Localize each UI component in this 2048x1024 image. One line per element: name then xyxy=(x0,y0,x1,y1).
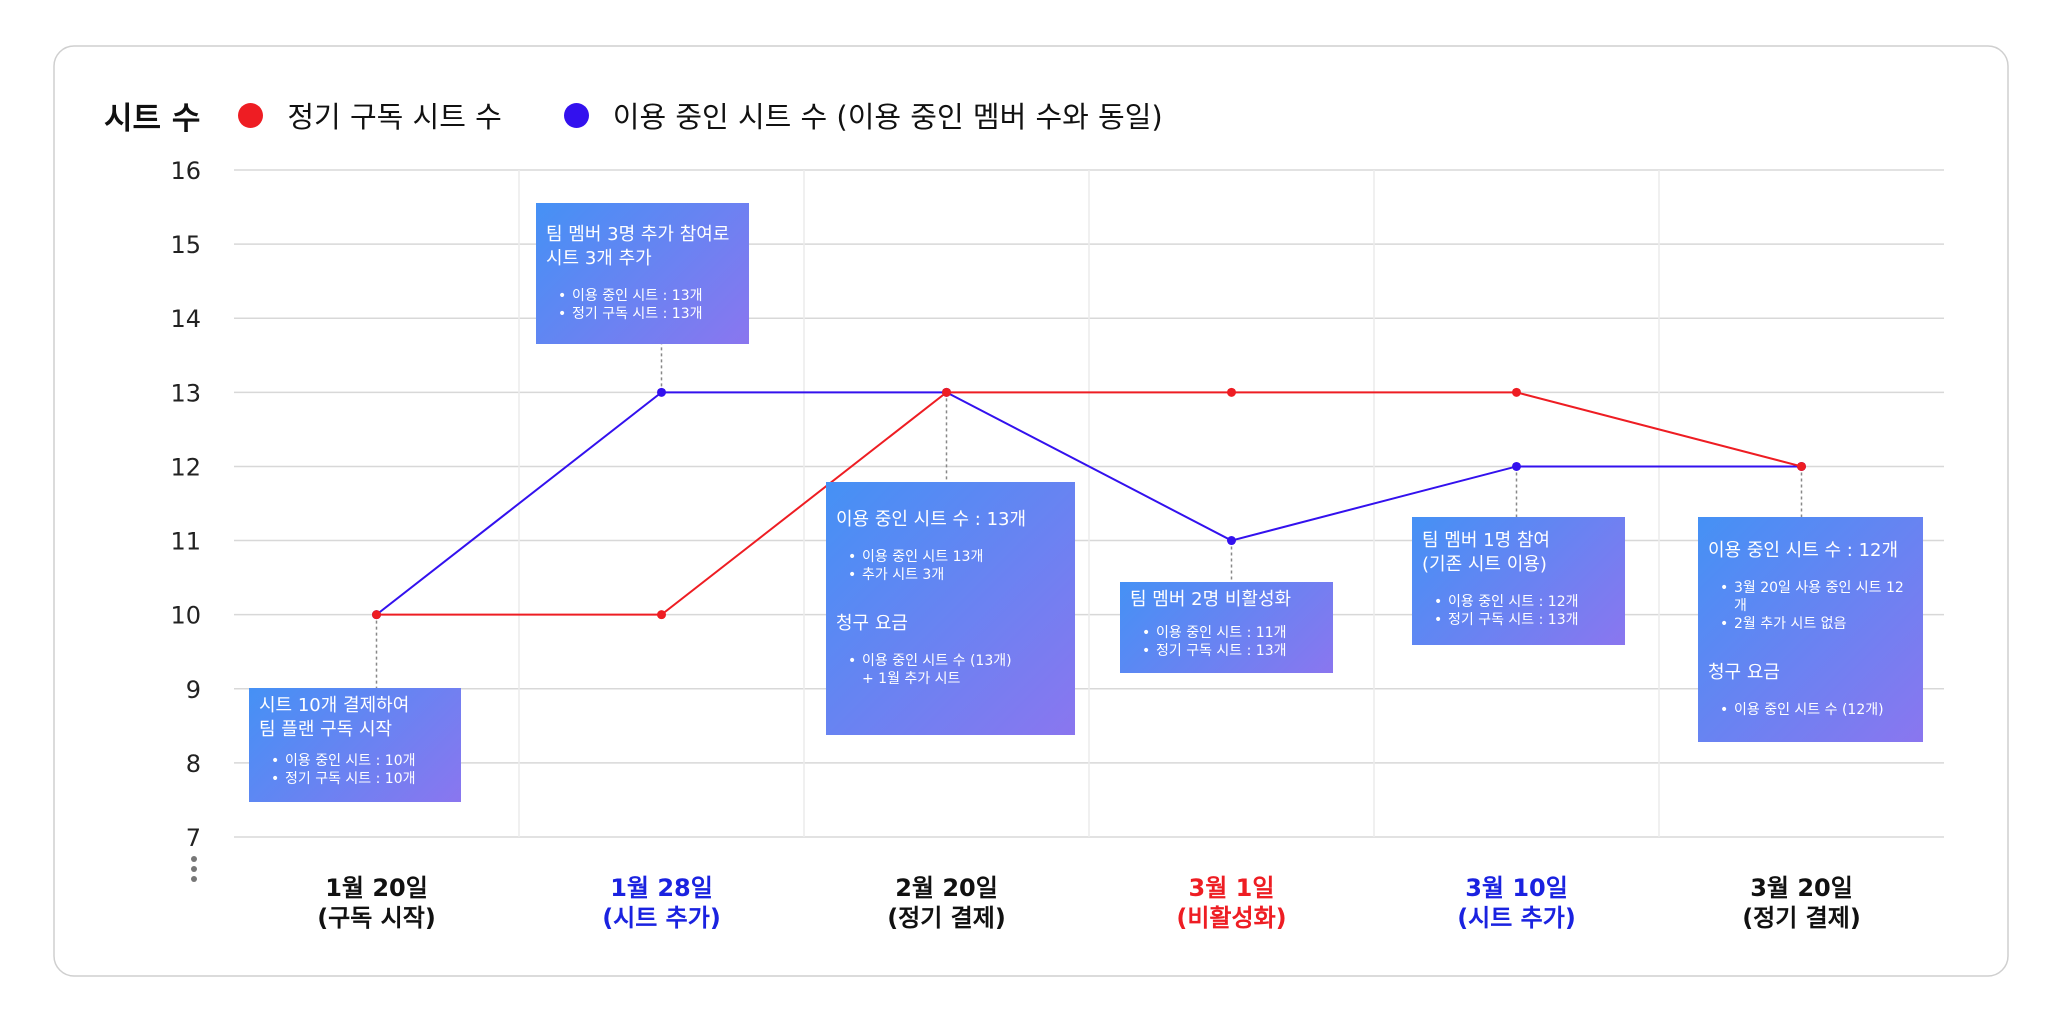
data-point xyxy=(942,387,951,397)
series-line xyxy=(376,391,1802,616)
data-point xyxy=(1227,387,1236,397)
legend-title: 시트 수 xyxy=(104,100,201,137)
legend-label-subscribed: 정기 구독 시트 수 xyxy=(287,100,502,134)
x-label-date: 1월 28일 xyxy=(610,874,713,902)
x-label-date: 3월 1일 xyxy=(1189,874,1275,902)
x-label-sub: (구독 시작) xyxy=(317,904,436,932)
data-point xyxy=(1512,461,1521,471)
legend-dot-red xyxy=(238,102,264,128)
x-label-date: 2월 20일 xyxy=(895,874,998,902)
x-label-sub: (시트 추가) xyxy=(1457,904,1576,932)
annotation-bullet: 정기 구독 시트 : 13개 xyxy=(1434,611,1615,629)
annotation-box-2: 팀 멤버 3명 추가 참여로 시트 3개 추가 이용 중인 시트 : 13개 정… xyxy=(536,203,749,344)
annotation-heading: 시트 10개 결제하여 팀 플랜 구독 시작 xyxy=(259,695,410,740)
legend-item-subscribed: 정기 구독 시트 수 xyxy=(238,94,502,136)
y-tick-layer: 7 8 9 10 11 12 13 14 15 16 xyxy=(170,157,201,852)
annotation-subheading: 청구 요금 xyxy=(1708,662,1780,683)
annotation-bullets: 이용 중인 시트 : 11개 정기 구독 시트 : 13개 xyxy=(1130,624,1323,660)
annotation-bullet: 2월 추가 시트 없음 xyxy=(1720,615,1913,633)
annotation-bullet: 이용 중인 시트 : 11개 xyxy=(1142,624,1323,642)
legend-item-active: 이용 중인 시트 수 (이용 중인 멤버 수와 동일) xyxy=(563,94,1163,136)
annotation-bullets: 3월 20일 사용 중인 시트 12개 2월 추가 시트 없음 xyxy=(1708,579,1913,633)
annotation-heading: 이용 중인 시트 수 : 12개 xyxy=(1708,540,1899,561)
y-tick-label: 15 xyxy=(170,231,201,259)
annotation-box-1: 시트 10개 결제하여 팀 플랜 구독 시작 이용 중인 시트 : 10개 정기… xyxy=(249,688,461,802)
data-point xyxy=(1797,461,1806,471)
annotation-heading: 팀 멤버 3명 추가 참여로 시트 3개 추가 xyxy=(546,224,730,269)
axis-break-dot xyxy=(191,866,197,872)
data-point xyxy=(657,610,666,620)
x-label-date: 3월 10일 xyxy=(1465,874,1568,902)
data-point xyxy=(1512,387,1521,397)
annotation-bullets: 이용 중인 시트 : 13개 정기 구독 시트 : 13개 xyxy=(546,287,739,323)
annotation-bullet: 이용 중인 시트 : 12개 xyxy=(1434,593,1615,611)
axis-break-dot xyxy=(191,876,197,882)
annotation-bullet: 추가 시트 3개 xyxy=(848,566,1065,584)
annotation-heading: 팀 멤버 2명 비활성화 xyxy=(1130,589,1292,610)
y-tick-label: 16 xyxy=(170,157,201,185)
annotation-box-6: 이용 중인 시트 수 : 12개 3월 20일 사용 중인 시트 12개 2월 … xyxy=(1698,517,1923,742)
annotation-heading: 팀 멤버 1명 참여 (기존 시트 이용) xyxy=(1422,530,1550,575)
x-label-sub: (정기 결제) xyxy=(887,904,1006,932)
annotation-bullet: 정기 구독 시트 : 13개 xyxy=(1142,642,1323,660)
legend-label-active: 이용 중인 시트 수 (이용 중인 멤버 수와 동일) xyxy=(612,100,1163,134)
x-label-layer: 1월 20일(구독 시작)1월 28일(시트 추가)2월 20일(정기 결제)3… xyxy=(317,874,1861,932)
y-tick-label: 12 xyxy=(170,453,201,481)
annotation-box-3: 이용 중인 시트 수 : 13개 이용 중인 시트 13개 추가 시트 3개 청… xyxy=(826,482,1075,735)
y-tick-label: 7 xyxy=(186,824,201,852)
annotation-box-4: 팀 멤버 2명 비활성화 이용 중인 시트 : 11개 정기 구독 시트 : 1… xyxy=(1120,582,1333,673)
y-tick-label: 8 xyxy=(186,750,201,778)
series-layer xyxy=(372,387,1806,620)
x-label-sub: (비활성화) xyxy=(1176,904,1286,932)
annotation-bullet: 이용 중인 시트 : 10개 xyxy=(271,752,451,770)
annotation-box-5: 팀 멤버 1명 참여 (기존 시트 이용) 이용 중인 시트 : 12개 정기 … xyxy=(1412,517,1625,645)
annotation-bullets: 이용 중인 시트 : 12개 정기 구독 시트 : 13개 xyxy=(1422,593,1615,629)
annotation-bullets-2: 이용 중인 시트 수 (12개) xyxy=(1708,701,1913,719)
axis-break-indicator xyxy=(191,856,197,882)
data-point xyxy=(372,610,381,620)
legend: 시트 수 정기 구독 시트 수 이용 중인 시트 수 (이용 중인 멤버 수와 … xyxy=(104,90,1225,140)
annotation-bullet: 정기 구독 시트 : 10개 xyxy=(271,770,451,788)
x-label-date: 1월 20일 xyxy=(325,874,428,902)
x-label-date: 3월 20일 xyxy=(1750,874,1853,902)
data-point xyxy=(657,387,666,397)
y-tick-label: 13 xyxy=(170,379,201,407)
annotation-subheading: 청구 요금 xyxy=(836,613,908,634)
annotation-bullets-2: 이용 중인 시트 수 (13개) + 1월 추가 시트 xyxy=(836,652,1065,688)
data-point xyxy=(1227,536,1236,546)
x-label-sub: (시트 추가) xyxy=(602,904,721,932)
x-label-sub: (정기 결제) xyxy=(1742,904,1861,932)
annotation-bullet: 이용 중인 시트 수 (13개) + 1월 추가 시트 xyxy=(848,652,1065,688)
annotation-bullets: 이용 중인 시트 : 10개 정기 구독 시트 : 10개 xyxy=(259,752,451,788)
annotation-bullet: 이용 중인 시트 : 13개 xyxy=(558,287,739,305)
axis-break-dot xyxy=(191,856,197,862)
y-tick-label: 9 xyxy=(186,676,201,704)
y-tick-label: 10 xyxy=(170,602,201,630)
legend-dot-blue xyxy=(563,102,589,128)
series-line xyxy=(375,391,1802,616)
annotation-bullet: 3월 20일 사용 중인 시트 12개 xyxy=(1720,579,1913,615)
annotation-heading: 이용 중인 시트 수 : 13개 xyxy=(836,509,1027,530)
leader-line-layer xyxy=(375,344,1803,688)
annotation-bullets: 이용 중인 시트 13개 추가 시트 3개 xyxy=(836,548,1065,584)
annotation-bullet: 이용 중인 시트 수 (12개) xyxy=(1720,701,1913,719)
annotation-bullet: 정기 구독 시트 : 13개 xyxy=(558,305,739,323)
y-tick-label: 11 xyxy=(170,528,201,556)
y-tick-label: 14 xyxy=(170,305,201,333)
annotation-bullet: 이용 중인 시트 13개 xyxy=(848,548,1065,566)
